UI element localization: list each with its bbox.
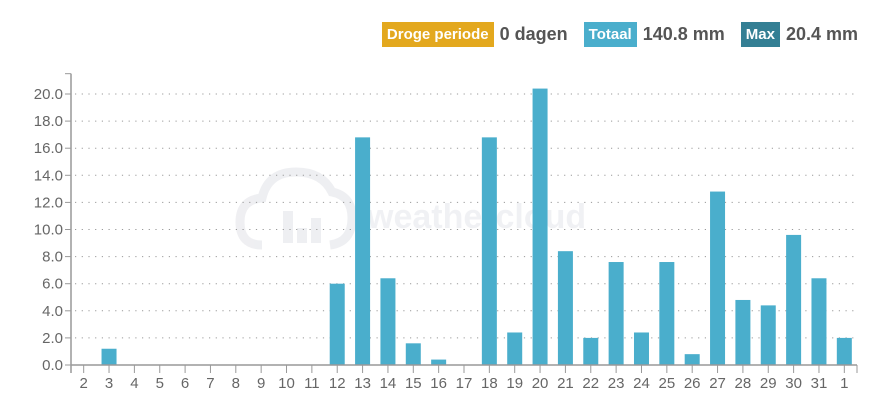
bar-day-26 (684, 354, 700, 365)
dry-period-badge: Droge periode (381, 22, 494, 47)
x-tick-label: 4 (130, 375, 138, 392)
rain-stats: Droge periode 0 dagen Totaal 140.8 mm Ma… (381, 22, 858, 47)
x-tick-label: 7 (206, 375, 214, 392)
x-tick-label: 11 (304, 375, 320, 392)
x-tick-label: 6 (181, 375, 189, 392)
y-tick-label: 0.0 (42, 357, 63, 374)
x-tick-label: 24 (633, 375, 650, 392)
bar-day-21 (557, 251, 573, 365)
bar-day-31 (811, 278, 827, 365)
x-tick-label: 31 (811, 375, 828, 392)
bar-day-16 (431, 359, 447, 365)
x-tick-label: 17 (456, 375, 473, 392)
total-badge: Totaal (583, 22, 637, 47)
bar-day-22 (583, 337, 599, 365)
x-tick-label: 19 (506, 375, 523, 392)
x-tick-label: 9 (257, 375, 265, 392)
watermark: weathercloud (235, 167, 586, 250)
x-tick-label: 14 (380, 375, 397, 392)
max-badge: Max (740, 22, 780, 47)
bar-day-19 (507, 332, 523, 365)
bar-day-29 (760, 305, 776, 365)
x-tick-label: 5 (156, 375, 164, 392)
bar-day-24 (633, 332, 649, 365)
x-tick-label: 3 (105, 375, 113, 392)
x-tick-label: 20 (532, 375, 549, 392)
bar-day-18 (481, 137, 497, 365)
bar-day-1 (836, 337, 852, 365)
x-tick-label: 25 (658, 375, 675, 392)
bar-day-13 (355, 137, 371, 365)
x-tick-label: 16 (430, 375, 447, 392)
x-tick-label: 8 (232, 375, 240, 392)
x-tick-label: 23 (608, 375, 625, 392)
x-tick-label: 26 (684, 375, 701, 392)
x-tick-label: 13 (354, 375, 371, 392)
y-tick-label: 20.0 (34, 86, 63, 103)
y-tick-label: 12.0 (34, 194, 63, 211)
x-tick-label: 1 (840, 375, 848, 392)
bar-day-15 (405, 343, 421, 365)
bar-day-25 (659, 262, 675, 365)
bar-day-23 (608, 262, 624, 365)
max-value: 20.4 mm (785, 24, 858, 44)
y-tick-label: 6.0 (42, 276, 63, 293)
watermark-text: weathercloud (366, 198, 586, 236)
x-tick-label: 2 (80, 375, 88, 392)
x-tick-label: 29 (760, 375, 777, 392)
x-tick-label: 18 (481, 375, 498, 392)
x-tick-label: 27 (709, 375, 726, 392)
bar-day-12 (329, 283, 345, 365)
bar-day-28 (735, 299, 751, 365)
x-tick-label: 12 (329, 375, 346, 392)
y-tick-label: 10.0 (34, 222, 63, 239)
y-tick-label: 8.0 (42, 249, 63, 266)
x-tick-label: 22 (582, 375, 599, 392)
cloud-logo-icon (235, 167, 357, 250)
y-tick-label: 16.0 (34, 140, 63, 157)
bar-day-27 (710, 191, 726, 365)
total-value: 140.8 mm (642, 24, 725, 44)
y-tick-label: 18.0 (34, 113, 63, 130)
bar-day-20 (532, 88, 548, 365)
x-tick-label: 30 (785, 375, 802, 392)
x-tick-label: 10 (278, 375, 295, 392)
y-tick-label: 14.0 (34, 167, 63, 184)
bar-day-3 (101, 348, 117, 365)
dry-period-value: 0 dagen (499, 24, 568, 44)
x-tick-label: 15 (405, 375, 422, 392)
bar-day-14 (380, 278, 396, 365)
bar-day-30 (786, 234, 802, 365)
y-tick-label: 4.0 (42, 303, 63, 320)
x-tick-label: 28 (735, 375, 752, 392)
x-tick-label: 21 (557, 375, 574, 392)
y-tick-label: 2.0 (42, 330, 63, 347)
